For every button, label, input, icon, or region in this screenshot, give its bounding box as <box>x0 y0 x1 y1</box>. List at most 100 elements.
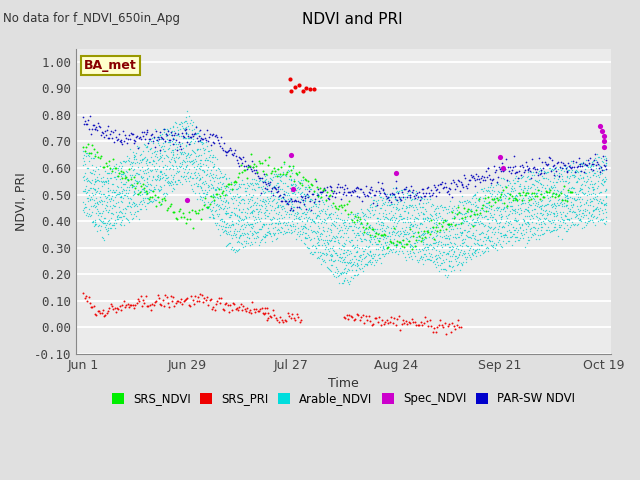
Point <box>168 180 179 188</box>
Point <box>90 186 100 193</box>
Point <box>414 232 424 240</box>
Point <box>485 213 495 221</box>
Point <box>398 214 408 222</box>
Point <box>388 190 399 198</box>
Point <box>485 175 495 182</box>
Point <box>351 266 361 274</box>
Point <box>413 321 423 329</box>
Point <box>542 211 552 218</box>
Point <box>435 249 445 257</box>
Point <box>282 228 292 236</box>
Point <box>277 205 287 213</box>
Point <box>340 206 350 214</box>
Point <box>498 231 508 239</box>
Point <box>510 216 520 224</box>
Point <box>534 186 544 194</box>
Point <box>129 151 140 159</box>
Point <box>600 220 610 228</box>
Point <box>426 322 436 330</box>
Point <box>427 200 437 208</box>
Point <box>411 204 421 211</box>
Point <box>552 187 563 194</box>
Point <box>95 123 105 131</box>
Point <box>150 150 161 157</box>
Point <box>467 250 477 258</box>
Point <box>518 184 529 192</box>
Point <box>251 234 261 241</box>
Point <box>129 165 140 172</box>
Point <box>227 186 237 194</box>
Point <box>215 192 225 200</box>
Point <box>454 208 465 216</box>
Point <box>202 126 212 133</box>
Point <box>340 275 351 282</box>
Point <box>184 140 195 147</box>
Point <box>404 215 415 222</box>
Point <box>133 186 143 194</box>
Point <box>530 192 540 200</box>
Point <box>269 229 280 237</box>
Point <box>157 134 168 142</box>
Point <box>481 173 492 180</box>
Point <box>209 177 220 185</box>
Point <box>580 207 590 215</box>
Point <box>170 171 180 179</box>
Point <box>415 252 426 259</box>
Point <box>510 187 520 194</box>
Point <box>420 256 431 264</box>
Point <box>506 169 516 177</box>
Point <box>198 299 208 306</box>
Point <box>388 228 399 235</box>
Point <box>583 175 593 183</box>
Point <box>163 138 173 145</box>
Point <box>218 205 228 213</box>
Point <box>214 294 224 302</box>
Point <box>308 250 318 258</box>
Point <box>198 179 209 186</box>
Point <box>248 163 258 170</box>
Point <box>150 127 161 135</box>
Point <box>442 274 452 281</box>
Point <box>189 126 199 133</box>
Point <box>204 182 214 190</box>
Point <box>90 311 100 318</box>
Point <box>448 243 458 251</box>
Point <box>260 304 271 312</box>
Point <box>503 221 513 229</box>
Point <box>463 180 473 188</box>
Point <box>579 223 589 231</box>
Point <box>387 228 397 235</box>
Point <box>156 153 166 161</box>
Point <box>400 230 410 238</box>
Point <box>319 185 329 192</box>
Point <box>374 254 385 262</box>
Point <box>269 231 279 239</box>
Point <box>383 223 393 231</box>
Point <box>486 212 497 219</box>
Point <box>118 157 129 165</box>
Point <box>115 192 125 200</box>
Point <box>433 238 444 245</box>
Point <box>403 320 413 328</box>
Point <box>583 156 593 164</box>
Point <box>372 201 382 209</box>
Point <box>522 172 532 180</box>
Point <box>378 213 388 220</box>
Point <box>385 237 395 245</box>
Point <box>440 241 450 249</box>
Point <box>505 233 515 240</box>
Point <box>246 223 256 231</box>
Point <box>106 169 116 177</box>
Point <box>123 194 133 202</box>
Point <box>512 233 522 241</box>
Point <box>163 299 173 307</box>
Point <box>438 256 448 264</box>
Point <box>456 178 466 186</box>
Point <box>511 195 521 203</box>
Point <box>540 207 550 215</box>
Point <box>122 192 132 200</box>
Point <box>289 178 300 185</box>
Point <box>141 157 151 165</box>
Point <box>278 193 288 201</box>
Point <box>355 227 365 235</box>
